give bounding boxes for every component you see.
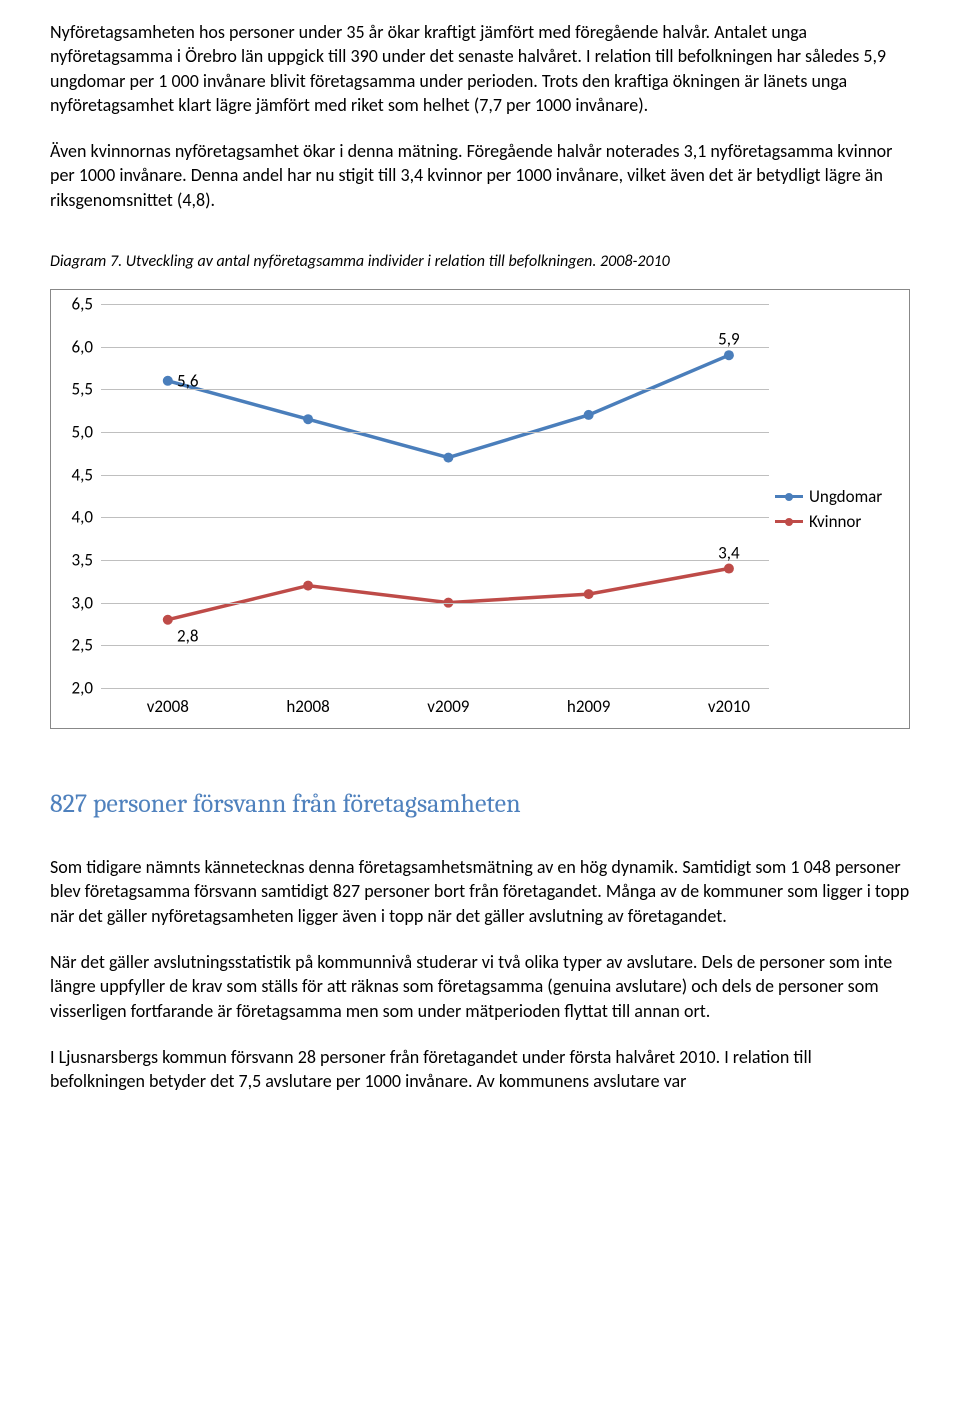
paragraph-1: Nyföretagsamheten hos personer under 35 …	[50, 20, 910, 117]
gridline	[101, 688, 769, 689]
series-marker	[724, 564, 734, 574]
chart-caption: Diagram 7. Utveckling av antal nyföretag…	[50, 252, 910, 271]
gridline	[101, 432, 769, 433]
paragraph-4: När det gäller avslutningsstatistik på k…	[50, 950, 910, 1023]
gridline	[101, 560, 769, 561]
gridline	[101, 347, 769, 348]
paragraph-3: Som tidigare nämnts kännetecknas denna f…	[50, 855, 910, 928]
gridline	[101, 517, 769, 518]
gridline	[101, 304, 769, 305]
series-marker	[303, 581, 313, 591]
line-chart: 6,5 6,0 5,5 5,0 4,5 4,0 3,5 3,0 2,5 2,0 5,6 5,9 2,8…	[50, 289, 910, 729]
gridline	[101, 645, 769, 646]
data-label: 2,8	[177, 625, 198, 646]
legend-label: Kvinnor	[809, 511, 861, 532]
y-tick-label: 6,5	[72, 294, 93, 315]
legend-swatch	[775, 495, 803, 498]
y-axis-labels: 6,56,05,55,04,54,03,53,02,52,0	[51, 304, 99, 688]
series-marker	[724, 350, 734, 360]
y-tick-label: 4,5	[72, 464, 93, 485]
series-marker	[584, 410, 594, 420]
chart-legend: Ungdomar Kvinnor	[775, 482, 895, 536]
series-line	[168, 355, 729, 457]
y-tick-label: 2,5	[72, 635, 93, 656]
legend-label: Ungdomar	[809, 486, 882, 507]
data-label: 5,9	[718, 329, 739, 350]
series-line	[168, 569, 729, 620]
series-marker	[443, 453, 453, 463]
legend-item: Kvinnor	[775, 511, 895, 532]
series-marker	[303, 414, 313, 424]
series-marker	[163, 376, 173, 386]
y-tick-label: 2,0	[72, 678, 93, 699]
legend-item: Ungdomar	[775, 486, 895, 507]
x-tick-label: v2010	[708, 696, 750, 717]
section-heading: 827 personer försvann från företagsamhet…	[50, 789, 910, 819]
data-label: 5,6	[177, 370, 198, 391]
y-tick-label: 5,5	[72, 379, 93, 400]
y-tick-label: 3,0	[72, 592, 93, 613]
x-tick-label: h2008	[286, 696, 329, 717]
series-marker	[584, 589, 594, 599]
series-marker	[163, 615, 173, 625]
paragraph-5: I Ljusnarsbergs kommun försvann 28 perso…	[50, 1045, 910, 1094]
chart-svg	[101, 304, 769, 688]
x-tick-label: v2009	[427, 696, 469, 717]
y-tick-label: 4,0	[72, 507, 93, 528]
data-label: 3,4	[718, 542, 739, 563]
legend-swatch	[775, 520, 803, 523]
gridline	[101, 603, 769, 604]
chart-plot-area: 5,6 5,9 2,8 3,4	[101, 304, 769, 688]
y-tick-label: 3,5	[72, 550, 93, 571]
x-tick-label: v2008	[147, 696, 189, 717]
x-tick-label: h2009	[567, 696, 610, 717]
gridline	[101, 389, 769, 390]
gridline	[101, 475, 769, 476]
y-tick-label: 6,0	[72, 336, 93, 357]
paragraph-2: Även kvinnornas nyföretagsamhet ökar i d…	[50, 139, 910, 212]
y-tick-label: 5,0	[72, 422, 93, 443]
x-axis-labels: v2008 h2008 v2009 h2009 v2010	[101, 696, 769, 720]
